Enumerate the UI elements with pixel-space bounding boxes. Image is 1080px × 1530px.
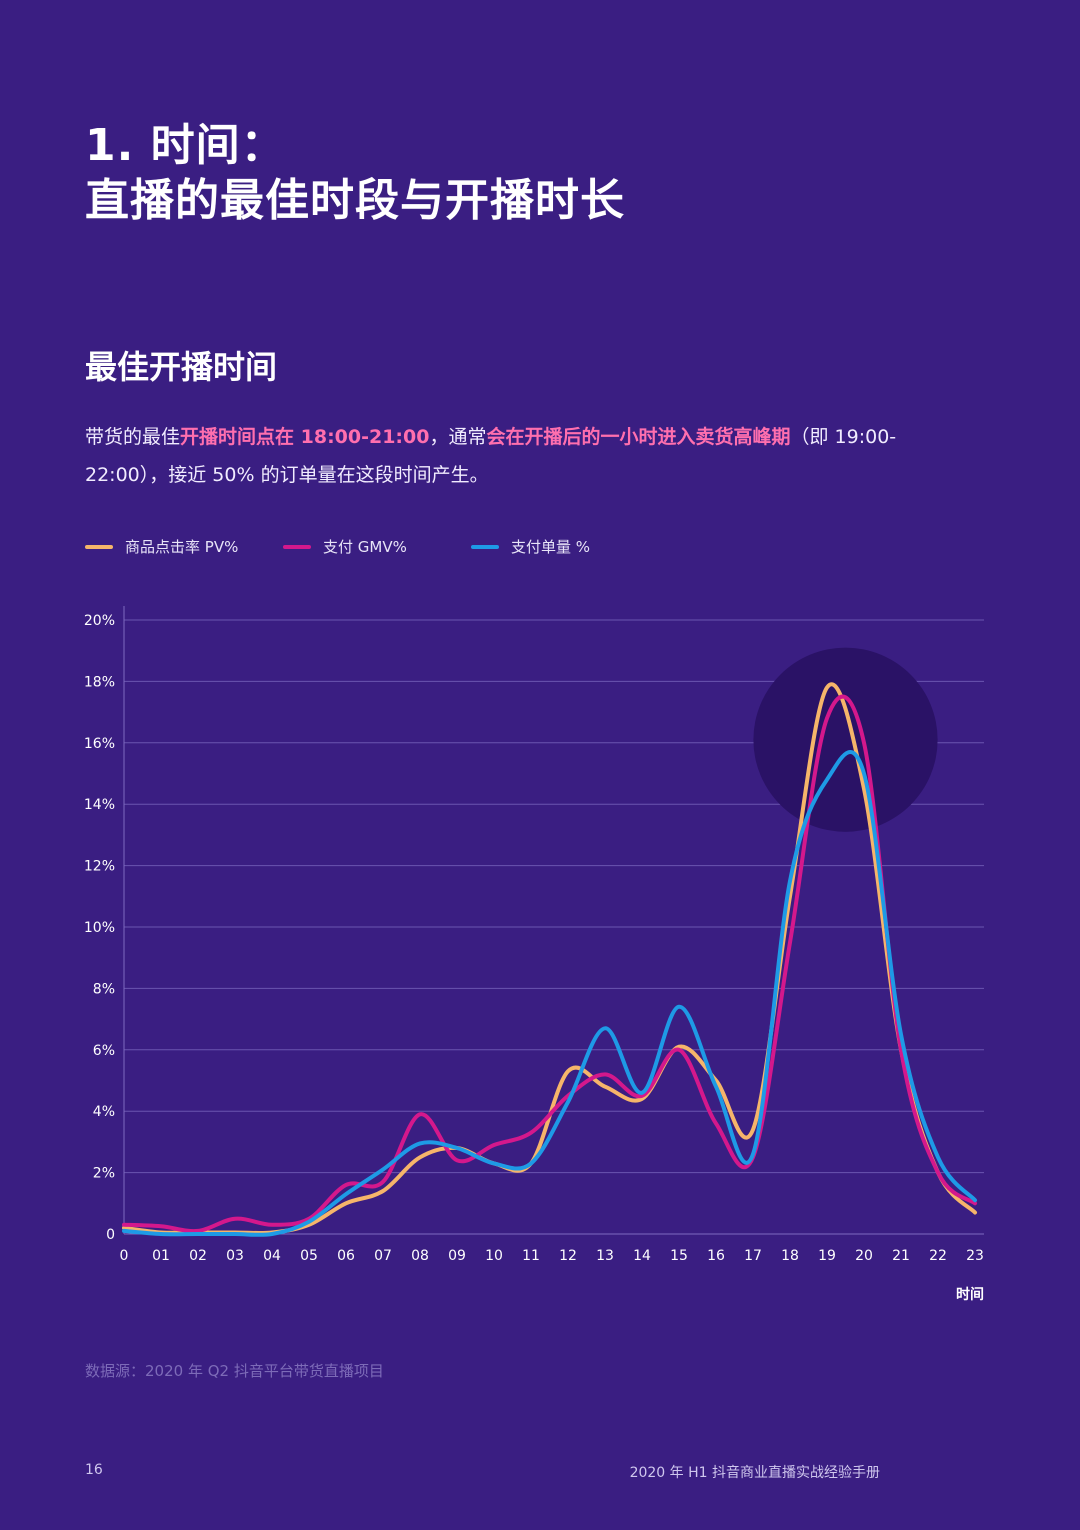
- x-tick-label: 09: [448, 1248, 466, 1264]
- series-line-gmv: [122, 694, 977, 1234]
- description-paragraph: 带货的最佳开播时间点在 18:00-21:00，通常会在开播后的一小时进入卖货高…: [85, 418, 905, 494]
- page-number: 16: [85, 1462, 103, 1478]
- y-tick-label: 14%: [84, 797, 115, 813]
- y-tick-label: 8%: [93, 981, 115, 997]
- x-tick-label: 16: [707, 1248, 725, 1264]
- page-title: 1. 时间： 直播的最佳时段与开播时长: [85, 118, 625, 228]
- x-tick-label: 01: [152, 1248, 170, 1264]
- y-tick-label: 6%: [93, 1043, 115, 1059]
- footer-title: 2020 年 H1 抖音商业直播实战经验手册: [629, 1465, 880, 1481]
- x-tick-label: 14: [633, 1248, 651, 1264]
- x-tick-label: 13: [596, 1248, 614, 1264]
- para-highlight-time: 开播时间点在 18:00-21:00: [180, 426, 430, 448]
- x-tick-label: 02: [189, 1248, 207, 1264]
- x-tick-label: 05: [300, 1248, 318, 1264]
- legend-item-gmv: 支付 GMV%: [283, 536, 407, 557]
- x-tick-label: 04: [263, 1248, 281, 1264]
- x-tick-label: 06: [337, 1248, 355, 1264]
- series-line-orders: [122, 750, 977, 1237]
- para-highlight-peak: 会在开播后的一小时进入卖货高峰期: [486, 426, 791, 448]
- y-tick-label: 12%: [84, 859, 115, 875]
- para-text-1: 带货的最佳: [85, 426, 181, 448]
- x-tick-label: 15: [670, 1248, 688, 1264]
- legend-label-orders: 支付单量 %: [511, 538, 591, 556]
- legend-item-orders: 支付单量 %: [471, 536, 590, 557]
- peak-highlight-circle: [753, 647, 938, 832]
- legend-swatch-pv: [85, 544, 113, 549]
- y-tick-label: 4%: [93, 1104, 115, 1120]
- y-tick-label: 2%: [93, 1166, 115, 1182]
- legend-label-gmv: 支付 GMV%: [323, 538, 407, 556]
- x-axis-title: 时间: [956, 1286, 984, 1303]
- y-tick-label: 0: [106, 1227, 115, 1243]
- legend-item-pv: 商品点击率 PV%: [85, 536, 238, 557]
- x-tick-label: 22: [929, 1248, 947, 1264]
- x-tick-label: 19: [818, 1248, 836, 1264]
- x-tick-label: 07: [374, 1248, 392, 1264]
- x-tick-label: 21: [892, 1248, 910, 1264]
- data-source-note: 数据源：2020 年 Q2 抖音平台带货直播项目: [85, 1362, 384, 1380]
- para-text-3: （即 19:00-22:00），接近 50% 的订单量在这段时间产生。: [85, 426, 897, 486]
- para-text-2: ，通常: [429, 426, 487, 448]
- x-tick-label: 0: [120, 1248, 129, 1264]
- x-tick-label: 17: [744, 1248, 762, 1264]
- title-line-1: 1. 时间：: [85, 120, 286, 171]
- legend-label-pv: 商品点击率 PV%: [125, 538, 239, 556]
- section-title: 最佳开播时间: [85, 348, 278, 386]
- x-tick-label: 18: [781, 1248, 799, 1264]
- x-tick-label: 08: [411, 1248, 429, 1264]
- legend-swatch-gmv: [283, 544, 311, 549]
- x-tick-label: 12: [559, 1248, 577, 1264]
- y-tick-label: 18%: [84, 674, 115, 690]
- x-tick-label: 20: [855, 1248, 873, 1264]
- y-tick-label: 16%: [84, 736, 115, 752]
- x-tick-label: 03: [226, 1248, 244, 1264]
- title-line-2: 直播的最佳时段与开播时长: [85, 175, 625, 226]
- x-tick-label: 23: [966, 1248, 984, 1264]
- y-tick-label: 20%: [84, 613, 115, 629]
- x-tick-label: 11: [522, 1248, 540, 1264]
- legend-swatch-orders: [471, 544, 499, 549]
- y-tick-label: 10%: [84, 920, 115, 936]
- x-tick-label: 10: [485, 1248, 503, 1264]
